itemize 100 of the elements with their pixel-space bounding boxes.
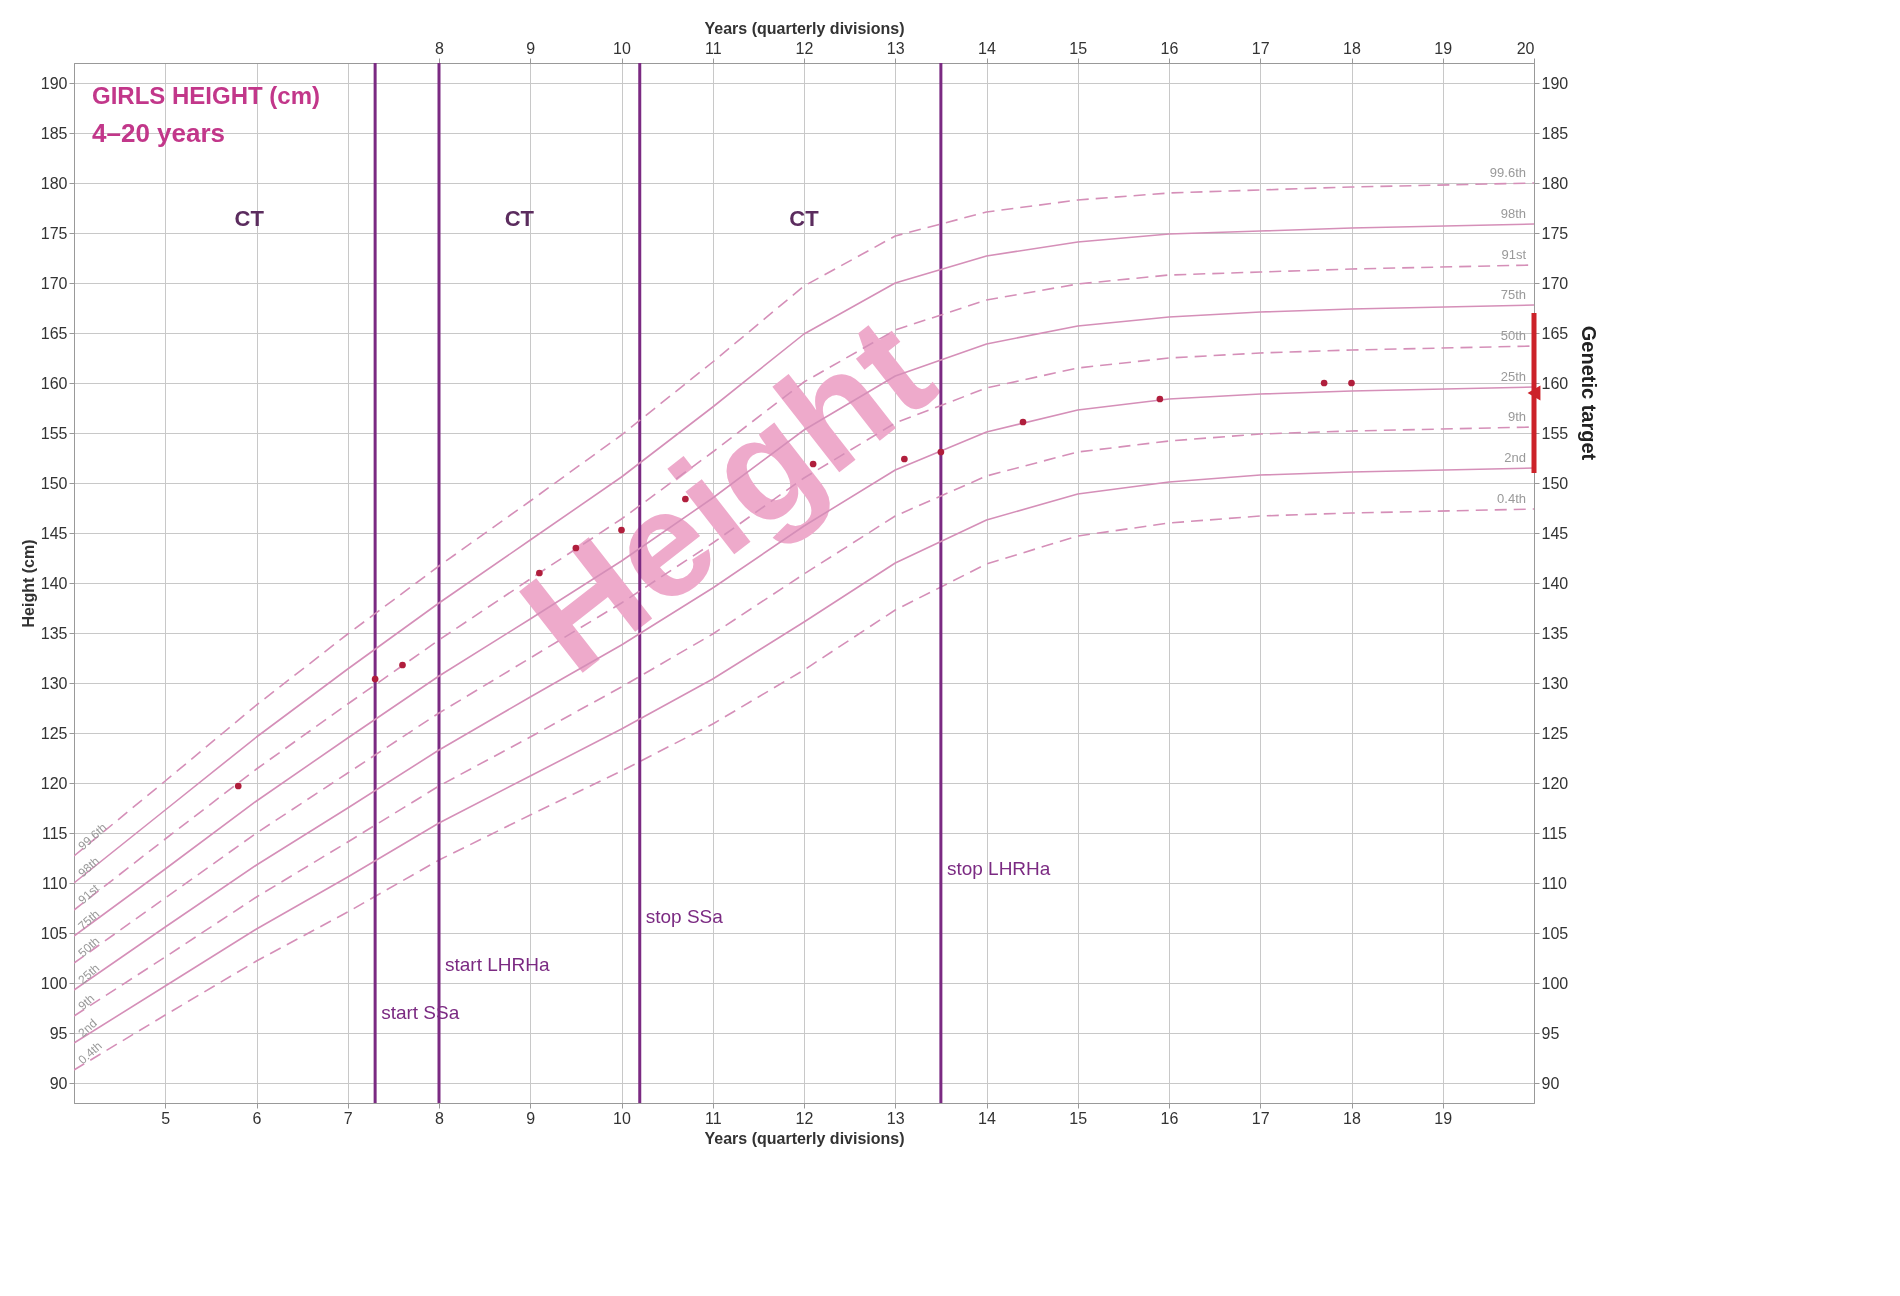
x-axis-title: Years (quarterly divisions) [704,1129,905,1147]
x2-tick-label: 9 [526,39,536,57]
y-tick-label: 140 [40,574,68,592]
y2-tick-label: 135 [1541,624,1569,642]
ref-line-label: stop SSa [645,906,724,927]
y2-tick-label: 105 [1541,924,1569,942]
x2-tick-label: 10 [613,39,631,57]
ref-line-label: start LHRHa [445,954,550,975]
x-tick-label: 19 [1434,1109,1453,1127]
y-axis-title: Height (cm) [19,539,37,628]
y2-tick-label: 185 [1541,124,1569,142]
x2-tick-label: 12 [795,39,814,57]
y2-tick-label: 140 [1541,574,1569,592]
y2-tick-label: 115 [1541,824,1568,842]
y2-tick-label: 90 [1541,1074,1560,1092]
x2-axis-title: Years (quarterly divisions) [704,19,905,37]
x-tick-label: 12 [795,1109,814,1127]
x-tick-label: 8 [435,1109,445,1127]
y2-tick-label: 130 [1541,674,1569,692]
y-tick-label: 170 [40,274,68,292]
text: 50th [75,933,103,961]
y-tick-label: 190 [40,74,68,92]
x-tick-label: 18 [1343,1109,1361,1127]
y2-tick-label: 125 [1541,724,1569,742]
x2-tick-label: 20 [1516,39,1535,57]
text: 99.6th [1489,165,1526,180]
annotation: CT [789,206,820,231]
y2-tick-label: 155 [1541,424,1569,442]
x-tick-label: 17 [1251,1109,1270,1127]
x2-tick-label: 15 [1069,39,1088,57]
x2-tick-label: 13 [886,39,905,57]
text: 98th [75,853,103,881]
y2-tick-label: 145 [1541,524,1569,542]
text: 25th [1500,369,1526,384]
y2-tick-label: 160 [1541,374,1569,392]
y2-tick-label: 180 [1541,174,1569,192]
point [371,675,379,683]
text: 91st [75,881,103,908]
y2-tick-label: 170 [1541,274,1569,292]
y-tick-label: 185 [40,124,68,142]
y2-tick-label: 165 [1541,324,1569,342]
y2-tick-label: 95 [1541,1024,1560,1042]
y-tick-label: 165 [40,324,68,342]
text: Genetic target [1578,325,1600,461]
x-tick-label: 9 [526,1109,536,1127]
text: 2nd [75,1016,100,1041]
text: 91st [1501,247,1526,262]
text: 75th [75,906,103,934]
y-tick-label: 130 [40,674,68,692]
y-tick-label: 135 [40,624,68,642]
y-tick-label: 95 [49,1024,68,1042]
x-tick-label: 7 [343,1109,353,1127]
ref-line-label: stop LHRHa [946,858,1051,879]
y2-tick-label: 175 [1541,224,1569,242]
x-tick-label: 13 [886,1109,905,1127]
y-tick-label: 155 [40,424,68,442]
y-tick-label: 160 [40,374,68,392]
x2-tick-label: 14 [978,39,996,57]
y-tick-label: 180 [40,174,68,192]
point [1348,379,1355,387]
y-tick-label: 120 [40,774,68,792]
x-tick-label: 5 [161,1109,171,1127]
text: 9th [1507,409,1526,424]
text: 2nd [1504,450,1526,465]
y-tick-label: 110 [41,874,68,892]
y-tick-label: 115 [41,824,68,842]
x2-tick-label: 17 [1251,39,1270,57]
y-tick-label: 150 [40,474,68,492]
x2-tick-label: 18 [1343,39,1361,57]
y-tick-label: 145 [40,524,68,542]
text: 50th [1500,328,1526,343]
text: 25th [75,960,103,988]
annotation: CT [504,206,535,231]
y2-tick-label: 150 [1541,474,1569,492]
point [1156,395,1164,403]
y-tick-label: 100 [40,974,68,992]
point [399,661,406,669]
point [1019,418,1027,426]
y-tick-label: 125 [40,724,68,742]
point [1527,385,1541,401]
x2-tick-label: 16 [1160,39,1179,57]
y2-tick-label: 190 [1541,74,1569,92]
text: 75th [1500,287,1526,302]
x2-tick-label: 8 [435,39,445,57]
annotation: CT [234,206,265,231]
x2-tick-label: 19 [1434,39,1453,57]
text: 0.4th [1497,491,1526,506]
text: 9th [75,991,98,1014]
y2-tick-label: 120 [1541,774,1569,792]
y-tick-label: 105 [40,924,68,942]
text: GIRLS HEIGHT (cm) [92,82,321,109]
x-tick-label: 16 [1160,1109,1179,1127]
text: 4–20 years [92,118,226,148]
x-tick-label: 15 [1069,1109,1088,1127]
x-tick-label: 6 [252,1109,262,1127]
x-tick-label: 10 [613,1109,631,1127]
text: 98th [1500,206,1526,221]
y2-tick-label: 100 [1541,974,1569,992]
x-tick-label: 14 [978,1109,996,1127]
point [234,782,242,790]
